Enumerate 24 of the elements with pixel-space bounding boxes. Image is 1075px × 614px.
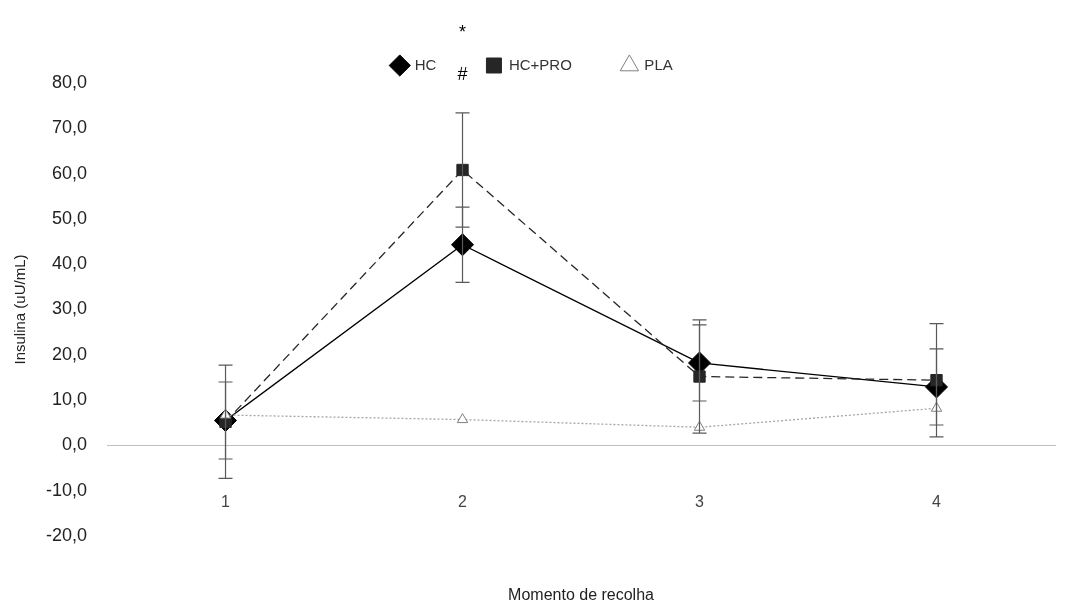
y-tick-label: 60,0 <box>51 162 88 183</box>
point <box>456 413 469 424</box>
x-tick-label: 3 <box>695 493 705 511</box>
text: * <box>459 21 467 42</box>
y-tick-label: 20,0 <box>51 343 88 364</box>
legend-label: HC+PRO <box>508 55 572 73</box>
x-tick-label: 4 <box>932 493 942 511</box>
y-tick-label: 40,0 <box>51 253 88 274</box>
x-axis-title: Momento de recolha <box>508 586 655 604</box>
x-tick-label: 1 <box>221 493 231 511</box>
y-axis-title: Insulina (uU/mL) <box>11 254 29 365</box>
y-tick-label: 10,0 <box>51 389 88 410</box>
legend-label: HC <box>414 55 437 73</box>
y-tick-label: -20,0 <box>46 524 88 545</box>
y-tick-label: -10,0 <box>46 479 88 500</box>
point <box>451 233 475 257</box>
annotation: # <box>457 63 468 84</box>
x-tick-label: 2 <box>458 493 468 511</box>
legend-label: PLA <box>644 55 673 73</box>
y-tick-label: 50,0 <box>51 207 88 228</box>
y-tick-label: 70,0 <box>51 117 88 138</box>
y-tick-label: 0,0 <box>62 434 88 455</box>
y-tick-label: 30,0 <box>51 298 88 319</box>
y-tick-label: 80,0 <box>51 71 88 92</box>
